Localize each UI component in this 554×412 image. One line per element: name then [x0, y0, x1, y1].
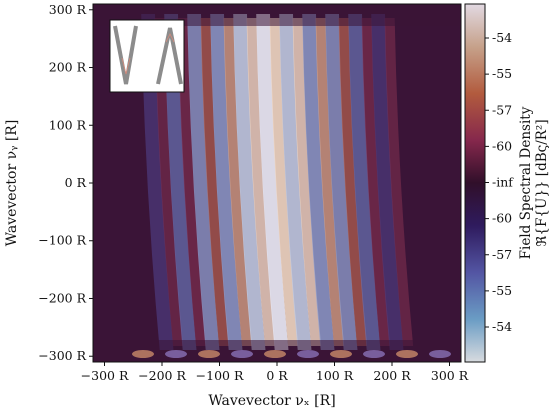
colorbar-tick-label: -55	[492, 66, 512, 81]
edge-blob	[396, 350, 418, 358]
edge-blob	[231, 350, 253, 358]
fringe-cool	[210, 14, 243, 350]
edge-blob	[198, 350, 220, 358]
edge-blob	[132, 350, 154, 358]
colorbar-tick-label: -60	[492, 211, 512, 226]
heatmap-fringes	[93, 4, 461, 362]
y-tick-label: 100 R	[49, 117, 87, 132]
x-tick-label: −100 R	[196, 368, 244, 383]
colorbar-ticks: -54 -55 -57 -60 -inf -60 -57 -55 -54	[485, 30, 514, 334]
y-tick-label: 200 R	[49, 60, 87, 75]
colorbar-tick-label: -54	[492, 319, 512, 334]
fringe-cool	[348, 14, 381, 350]
x-tick-label: −200 R	[138, 368, 186, 383]
fringe-cool	[164, 14, 197, 350]
colorbar-label-line2: ℜ{F{U}} [dBς/R²]	[534, 119, 550, 246]
x-axis-label: Wavevector νₓ [R]	[208, 393, 335, 409]
fringe-cool	[233, 14, 266, 350]
edge-blob	[429, 350, 451, 358]
x-tick-label: 200 R	[373, 368, 411, 383]
fringe-warm	[384, 18, 414, 346]
colorbar-tick-label: -55	[492, 283, 512, 298]
edge-blob	[165, 350, 187, 358]
fringe-cool	[141, 14, 174, 350]
edge-blob	[297, 350, 319, 358]
fringe-cool	[187, 14, 220, 350]
edge-fade-top	[93, 4, 461, 26]
right-aperture-icon	[156, 27, 183, 85]
fringe-cool	[325, 14, 358, 350]
edge-blob	[330, 350, 352, 358]
y-tick-label: −300 R	[38, 348, 86, 363]
y-axis-ticks: −300 R −200 R −100 R 0 R 100 R 200 R 300 R	[38, 2, 93, 363]
x-tick-label: 0 R	[266, 368, 288, 383]
edge-blob	[264, 350, 286, 358]
x-tick-label: 100 R	[316, 368, 354, 383]
fringe-cool	[302, 14, 335, 350]
aperture-inset	[109, 19, 185, 93]
aperture-hint-lines	[121, 33, 175, 75]
colorbar-tick-label: -57	[492, 247, 512, 262]
left-aperture-icon	[113, 25, 138, 85]
y-tick-label: 0 R	[65, 175, 87, 190]
y-tick-label: −200 R	[38, 290, 86, 305]
colorbar-tick-label: -54	[492, 30, 512, 45]
colorbar-tick-label: -60	[492, 138, 512, 153]
y-axis-label: Wavevector νᵧ [R]	[4, 120, 20, 247]
x-axis-ticks: −300 R −200 R −100 R 0 R 100 R 200 R 300 R	[81, 362, 469, 383]
colorbar-tick-label: -57	[492, 102, 512, 117]
colorbar-tick-label: -inf	[492, 175, 514, 190]
fringe-cool	[279, 14, 312, 350]
x-tick-label: −300 R	[81, 368, 129, 383]
y-tick-label: 300 R	[49, 2, 87, 17]
x-tick-label: 300 R	[431, 368, 469, 383]
bottom-edge-artifacts	[132, 350, 451, 358]
y-tick-label: −100 R	[38, 233, 86, 248]
edge-blob	[363, 350, 385, 358]
fringe-cool	[371, 14, 404, 350]
fringe-cool	[256, 14, 289, 350]
colorbar	[464, 3, 486, 363]
colorbar-label-line1: Field Spectral Density	[518, 106, 534, 259]
